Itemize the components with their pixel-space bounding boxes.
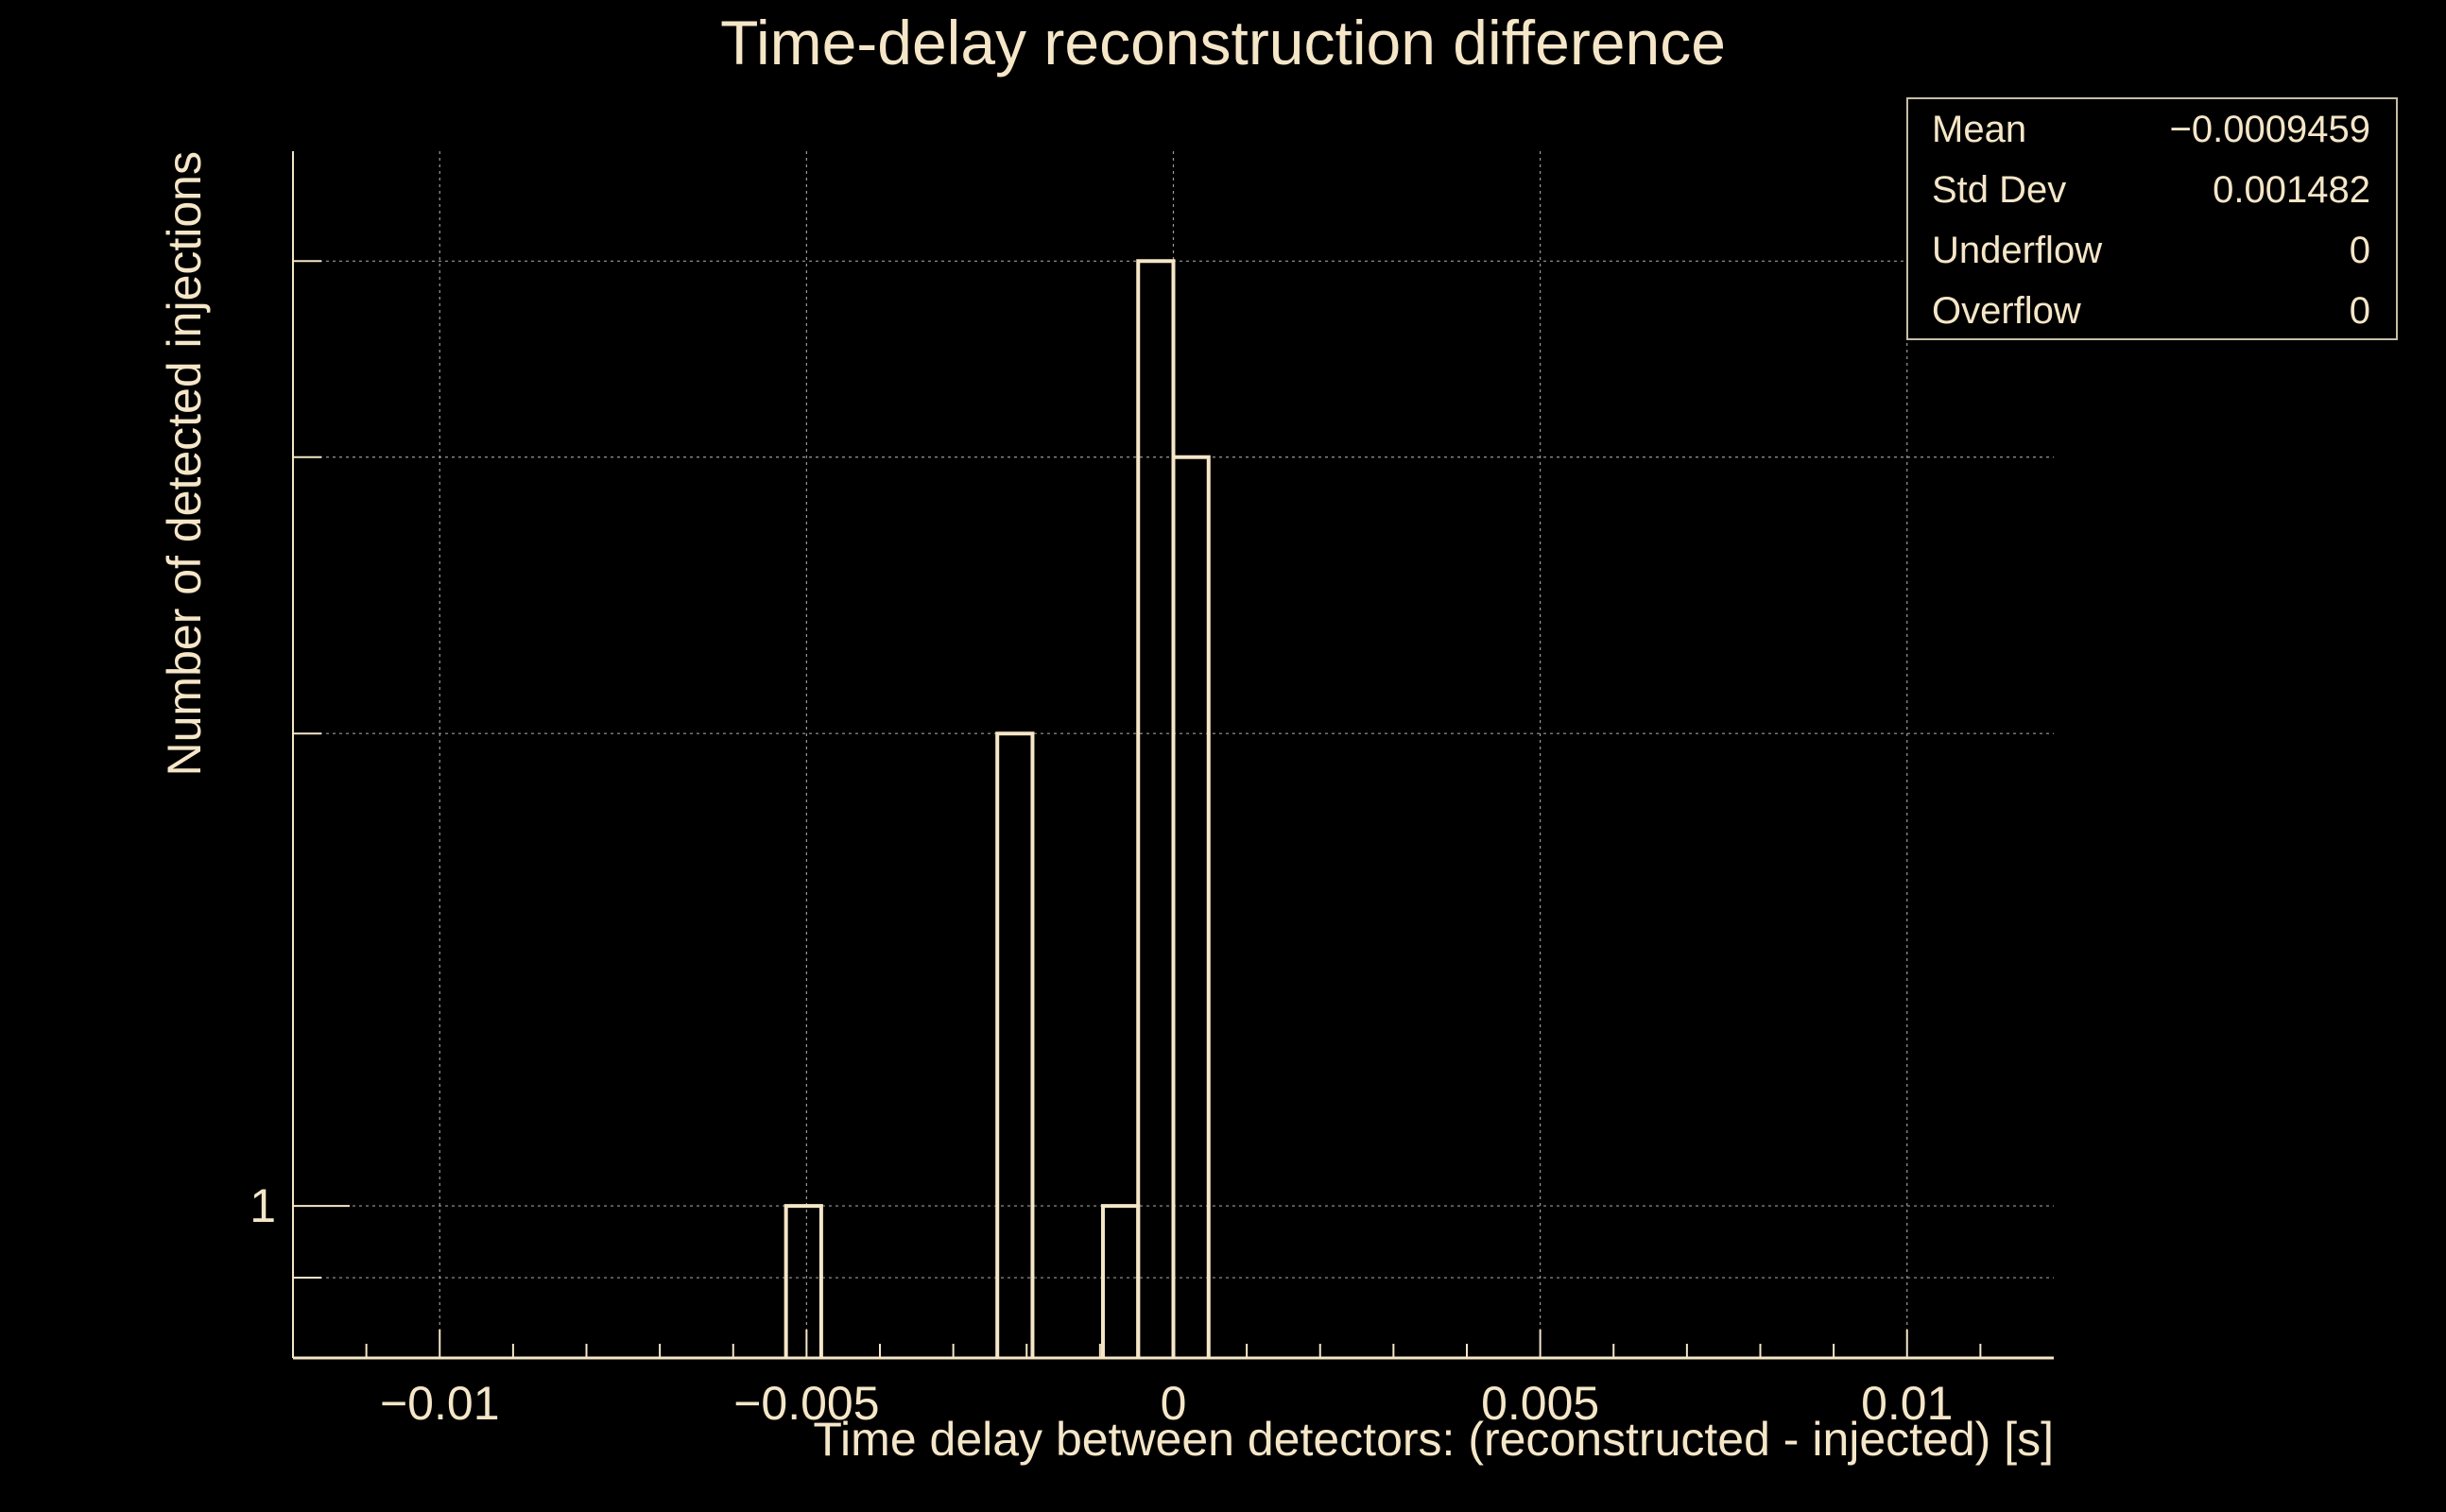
stats-box-frame [1906, 97, 2398, 340]
histogram-bar-1 [995, 731, 1035, 1358]
chart-title: Time-delay reconstruction difference [720, 8, 1726, 77]
x-tick-label: −0.01 [380, 1377, 500, 1430]
x-tick-label: 0.005 [1481, 1377, 1599, 1430]
stats-value-std-dev: 0.001482 [2213, 169, 2370, 211]
tick-labels: −0.01 −0.005 0 0.005 0.01 1 [250, 1179, 1953, 1430]
stats-label-underflow: Underflow [1932, 230, 2102, 271]
x-tick-label: −0.005 [733, 1377, 879, 1430]
histogram-bar-0 [784, 1204, 823, 1358]
x-axis-label: Time delay between detectors: (reconstru… [813, 1413, 2054, 1466]
stats-value-mean: −0.0009459 [2170, 109, 2370, 150]
stats-label-overflow: Overflow [1932, 290, 2081, 332]
stats-box: Mean −0.0009459 Std Dev 0.001482 Underfl… [1906, 97, 2398, 340]
y-tick-label: 1 [250, 1179, 276, 1232]
y-axis-label: Number of detected injections [158, 151, 211, 776]
stats-value-underflow: 0 [2350, 230, 2370, 271]
x-tick-label: 0.01 [1861, 1377, 1953, 1430]
stats-label-std-dev: Std Dev [1932, 169, 2066, 211]
x-tick-label: 0 [1161, 1377, 1187, 1430]
histogram-bar-4 [1171, 455, 1211, 1358]
histogram-bars [784, 259, 1211, 1358]
stats-value-overflow: 0 [2350, 290, 2370, 332]
stats-label-mean: Mean [1932, 109, 2026, 150]
